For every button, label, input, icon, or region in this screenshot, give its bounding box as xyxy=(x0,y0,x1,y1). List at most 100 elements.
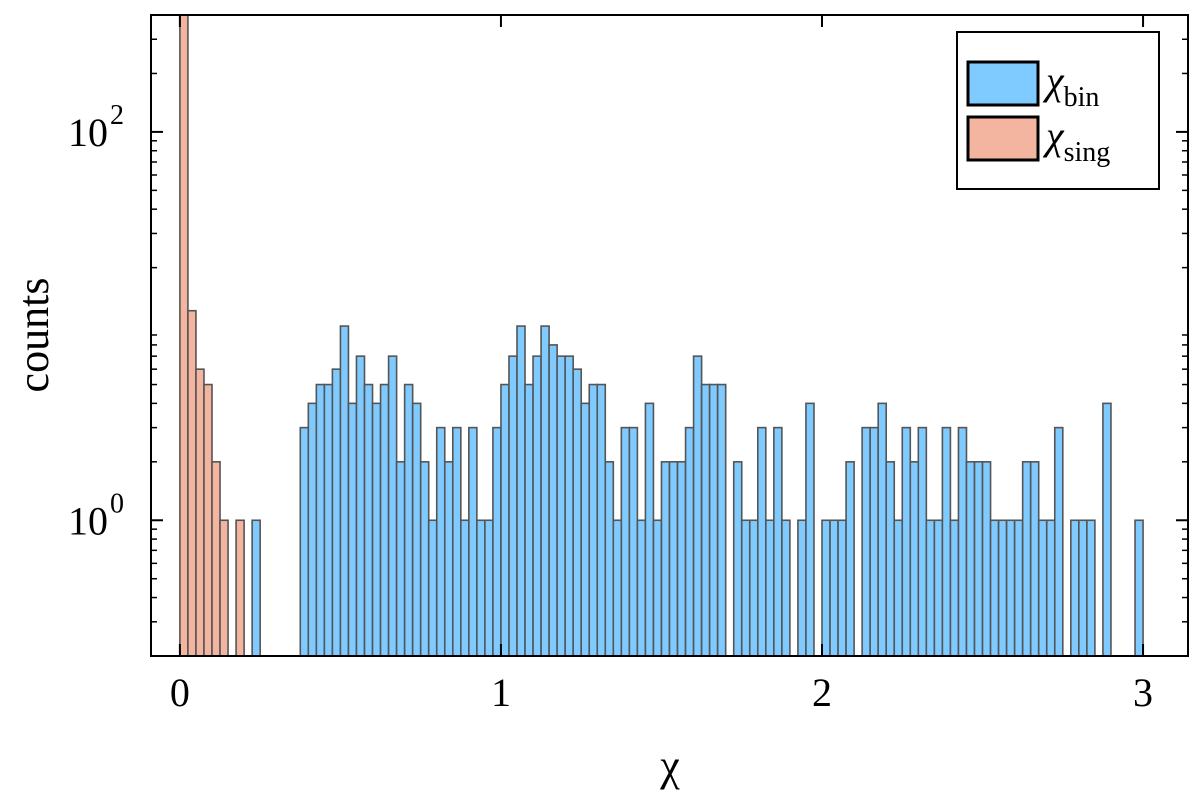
bar xyxy=(797,519,807,657)
bar xyxy=(716,383,727,657)
legend-box xyxy=(956,31,1160,190)
bar xyxy=(692,355,703,657)
bar xyxy=(941,426,952,657)
bar xyxy=(395,461,406,657)
bar xyxy=(1053,426,1064,657)
bar xyxy=(660,461,671,657)
bar xyxy=(443,461,454,657)
bar xyxy=(387,355,398,657)
bar xyxy=(211,461,221,657)
bar xyxy=(949,519,960,657)
bar xyxy=(339,325,350,657)
bar xyxy=(917,426,928,657)
y-tick-label: 10 xyxy=(68,498,108,543)
bar xyxy=(877,402,888,657)
bar xyxy=(821,519,831,657)
bar xyxy=(315,383,326,657)
bar xyxy=(540,325,550,657)
x-tick-label: 2 xyxy=(812,670,832,715)
bar xyxy=(580,402,591,657)
bar xyxy=(435,426,446,657)
bar xyxy=(468,426,478,657)
bar xyxy=(957,426,968,657)
bar xyxy=(989,519,1000,657)
bar xyxy=(532,355,542,657)
bar xyxy=(973,461,984,657)
bar xyxy=(965,461,976,657)
bar xyxy=(460,519,470,657)
bar xyxy=(219,519,229,657)
bar xyxy=(347,402,358,657)
bar xyxy=(203,383,213,657)
bar xyxy=(179,14,189,657)
bar xyxy=(572,368,583,657)
bars-layer xyxy=(179,14,1144,657)
bar xyxy=(1134,519,1144,657)
bar xyxy=(323,383,334,657)
bar xyxy=(636,519,647,657)
bar xyxy=(588,383,599,657)
y-tick-exponent: 0 xyxy=(110,488,124,519)
bar xyxy=(628,426,639,657)
bar xyxy=(451,426,462,657)
bar xyxy=(781,519,791,657)
bar xyxy=(933,519,944,657)
bar xyxy=(1086,519,1096,657)
bar xyxy=(476,519,486,657)
bar xyxy=(427,519,438,657)
bar xyxy=(805,402,815,657)
x-axis-title: χ xyxy=(659,741,680,790)
bar xyxy=(1045,519,1056,657)
bar xyxy=(548,344,558,657)
bar xyxy=(500,383,510,657)
bar xyxy=(885,461,896,657)
bar xyxy=(419,461,430,657)
bar xyxy=(235,519,245,657)
bar xyxy=(484,519,494,657)
bar xyxy=(1037,519,1048,657)
bar xyxy=(925,519,936,657)
bar xyxy=(700,383,711,657)
legend-swatch xyxy=(966,60,1040,107)
bar xyxy=(1029,461,1040,657)
bar xyxy=(708,383,719,657)
bar xyxy=(748,519,759,657)
bar xyxy=(187,309,197,657)
bar xyxy=(556,355,566,657)
bar xyxy=(604,461,615,657)
bar xyxy=(492,426,502,657)
bar xyxy=(652,519,663,657)
bar xyxy=(508,355,518,657)
bar xyxy=(620,426,631,657)
bar xyxy=(684,426,695,657)
bar xyxy=(861,426,871,657)
bar xyxy=(596,383,607,657)
bar xyxy=(756,426,767,657)
bar xyxy=(379,383,390,657)
bar xyxy=(411,402,422,657)
bar xyxy=(251,519,261,657)
y-tick-label: 10 xyxy=(68,110,108,155)
x-tick-label: 1 xyxy=(491,670,511,715)
bar xyxy=(355,355,366,657)
bar xyxy=(845,461,855,657)
bar xyxy=(1013,519,1024,657)
bar xyxy=(564,355,574,657)
x-tick-label: 3 xyxy=(1133,670,1153,715)
bar xyxy=(676,461,687,657)
bar xyxy=(644,402,655,657)
bar xyxy=(740,519,751,657)
bar xyxy=(403,383,414,657)
bar xyxy=(901,426,912,657)
bar xyxy=(837,519,847,657)
bar xyxy=(363,383,374,657)
bar xyxy=(1005,519,1016,657)
bar xyxy=(1102,402,1112,657)
bar xyxy=(307,402,318,657)
series-bin xyxy=(251,325,1144,657)
series-sing xyxy=(179,14,245,657)
bar xyxy=(981,461,992,657)
